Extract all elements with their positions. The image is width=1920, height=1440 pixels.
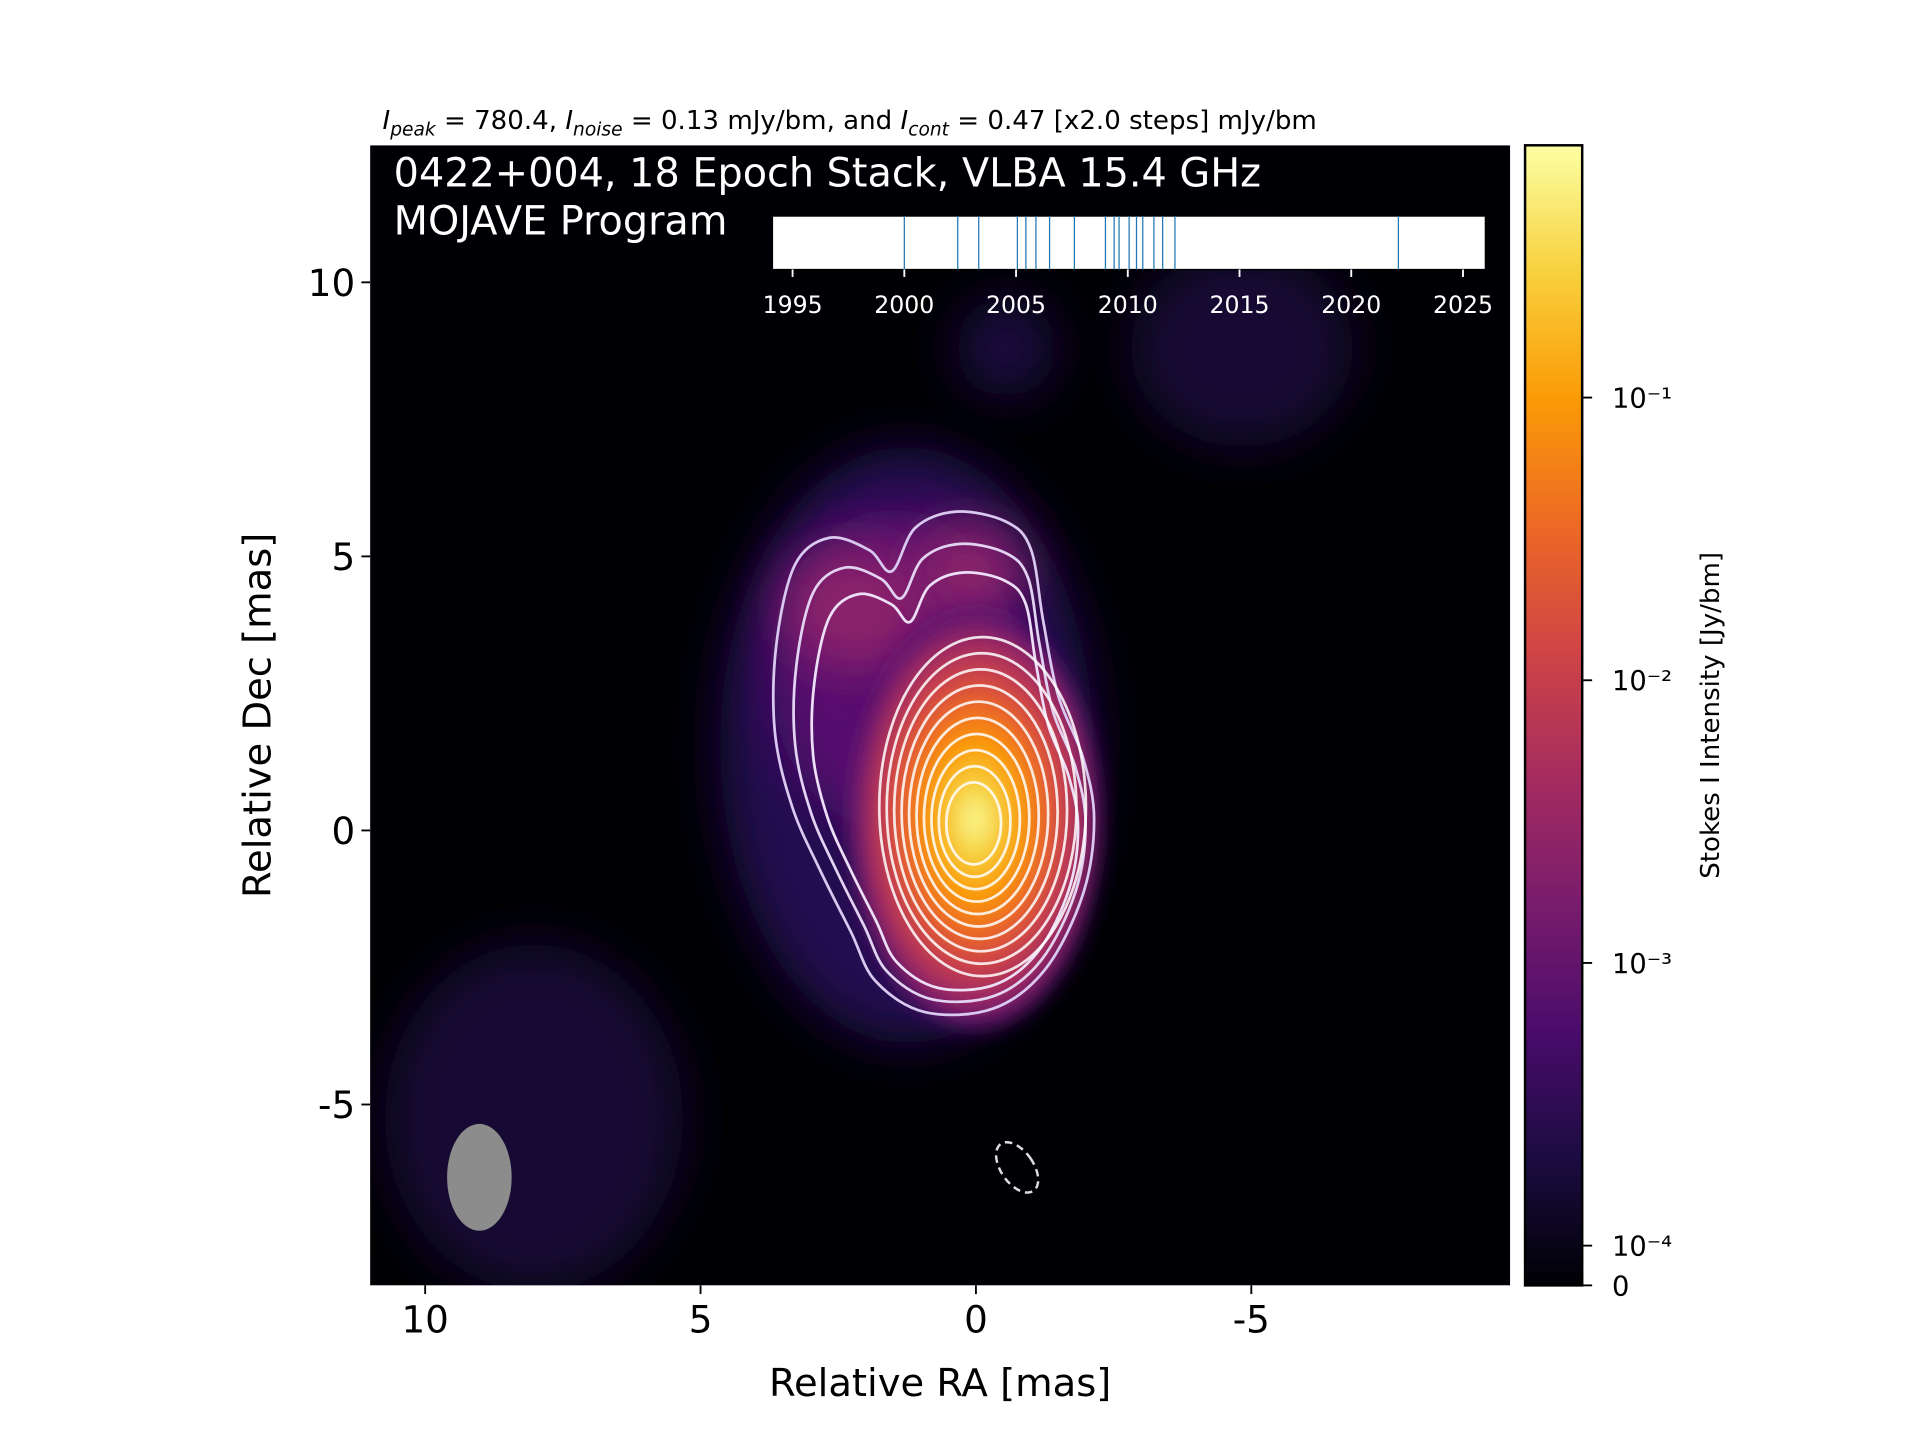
contour-line [810,571,1080,992]
contour-line [892,668,1069,953]
title-symbol: I [565,106,573,136]
colorbar-tick-label: 10⁻³ [1612,949,1672,980]
contour-line [885,651,1078,966]
contour-line [944,781,1003,866]
timeline-tick-label: 2025 [1433,291,1493,319]
contour-line [930,748,1022,891]
y-tick-label: -5 [318,1083,355,1127]
colorbar-label: Stokes I Intensity [Jy/bm] [1696,552,1726,879]
map-title: Ipeak = 780.4, Inoise = 0.13 mJy/bm, and… [383,106,1317,140]
x-tick-label: 5 [689,1298,713,1342]
contour-line [792,542,1087,1004]
title-text: = 0.47 [x2.0 steps] mJy/bm [949,106,1317,136]
title-text: = 780.4, [436,106,566,136]
beam [447,1123,512,1231]
y-axis-label: Relative Dec [mas] [236,533,281,898]
timeline-tick-label: 2010 [1098,291,1158,319]
y-tick-label: 10 [308,261,355,305]
contour-line [771,510,1096,1017]
x-tick-label: 0 [964,1298,988,1342]
timeline-tick-label: 2020 [1321,291,1381,319]
x-axis-label: Relative RA [mas] [769,1361,1111,1406]
contour-line [937,764,1012,879]
beam-outline [994,1140,1040,1194]
annotation: MOJAVE Program [394,199,728,245]
contour-line [877,635,1088,978]
timeline-tick-label: 1995 [763,291,823,319]
colorbar-tick-label: 10⁻¹ [1612,383,1672,414]
contour-line [922,732,1031,903]
title-symbol: I [383,106,391,136]
title-text: = 0.13 mJy/bm, and [623,106,901,136]
annotation: 0422+004, 18 Epoch Stack, VLBA 15.4 GHz [394,150,1261,196]
contour-line [900,684,1059,941]
title-symbol: I [901,106,909,136]
colorbar [1523,144,1584,1287]
contours [771,510,1096,1017]
title-subscript: noise [573,119,623,140]
y-tick-label: 5 [331,535,355,579]
y-tick-label: 0 [331,809,355,853]
x-tick-label: -5 [1233,1298,1270,1342]
title-subscript: peak [389,119,437,140]
timeline-tick-label: 2015 [1210,291,1270,319]
title-subscript: cont [908,119,949,140]
colorbar-tick-label: 10⁻² [1612,666,1672,697]
colorbar-tick-label: 10⁻⁴ [1612,1232,1672,1263]
contour-line [915,716,1041,916]
timeline-tick-label: 2005 [986,291,1046,319]
contour-line [907,700,1050,928]
intensity-image [370,145,1511,1286]
x-tick-label: 10 [401,1298,448,1342]
colorbar-tick-label: 0 [1612,1271,1629,1302]
timeline-tick-label: 2000 [874,291,934,319]
